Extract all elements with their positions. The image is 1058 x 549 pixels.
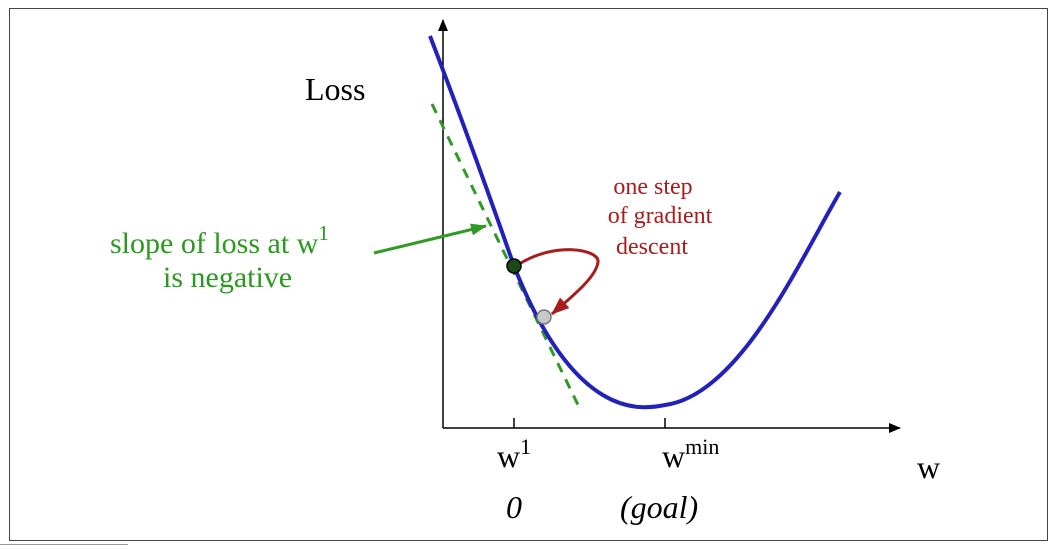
step-annotation-line3: descent bbox=[616, 234, 688, 260]
loss-curve bbox=[428, 35, 842, 410]
value-below-w1: 0 bbox=[506, 489, 522, 525]
divider-line bbox=[0, 544, 128, 549]
goal-label: (goal) bbox=[620, 489, 698, 525]
tangent-line bbox=[430, 103, 582, 410]
current-weight-point bbox=[506, 258, 522, 274]
tick-label-wmin: wmin bbox=[662, 434, 719, 474]
step-annotation-line2: of gradient bbox=[608, 203, 713, 229]
step-annotation-line1: one step bbox=[613, 174, 692, 200]
slope-pointer-arrow bbox=[373, 223, 487, 255]
next-weight-point bbox=[536, 309, 552, 325]
y-axis-label: Loss bbox=[305, 71, 365, 107]
gradient-step-arrow bbox=[515, 248, 600, 316]
tick-label-w1: w1 bbox=[497, 434, 531, 474]
slope-annotation-line2: is negative bbox=[163, 261, 292, 294]
x-axis-label: w bbox=[917, 449, 940, 485]
figure-frame bbox=[9, 8, 1048, 541]
slope-annotation-line1: slope of loss at w1 bbox=[110, 221, 329, 260]
